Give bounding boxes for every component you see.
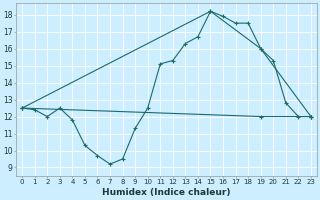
X-axis label: Humidex (Indice chaleur): Humidex (Indice chaleur): [102, 188, 231, 197]
